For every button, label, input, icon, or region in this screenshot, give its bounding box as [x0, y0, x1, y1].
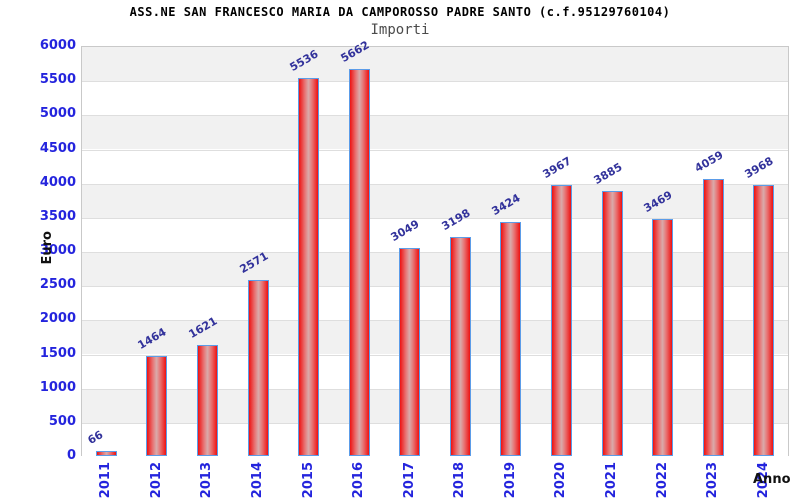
y-tick-label: 1500	[39, 345, 76, 361]
bar-2017	[399, 248, 420, 456]
gridline	[82, 354, 788, 356]
y-axis-title: Euro	[40, 231, 55, 265]
bar-2024	[753, 185, 774, 456]
bar-2016	[349, 69, 370, 456]
y-tick-label: 2000	[39, 311, 76, 327]
y-tick-label: 1000	[39, 379, 76, 395]
x-axis-title: Anno	[753, 472, 791, 487]
x-tick-label: 2022	[654, 462, 670, 499]
plot-band	[82, 115, 788, 150]
bar-2020	[551, 185, 572, 456]
x-tick-label: 2020	[553, 462, 569, 499]
x-tick-label: 2021	[604, 462, 619, 499]
bar-2018	[450, 237, 471, 456]
gridline	[82, 183, 788, 185]
x-tick-label: 2014	[250, 462, 265, 499]
bar-2021	[602, 191, 623, 456]
y-tick-label: 500	[48, 413, 76, 429]
plot-band	[82, 422, 788, 457]
bar-2023	[703, 179, 724, 456]
y-tick-label: 3000	[39, 243, 76, 258]
y-tick-label: 5500	[39, 72, 76, 88]
y-tick-label: 4500	[39, 140, 76, 156]
x-tick-label: 2018	[452, 462, 468, 499]
x-tick-label: 2019	[502, 462, 518, 499]
plot-band	[82, 252, 788, 287]
plot-band	[82, 183, 788, 218]
bar-2015	[298, 78, 319, 456]
chart-subtitle: Importi	[370, 22, 430, 38]
x-tick-label: 2013	[199, 462, 215, 499]
x-tick-label: 2017	[401, 462, 417, 499]
gridline	[82, 81, 788, 83]
y-tick-label: 5000	[39, 106, 76, 122]
plot-band	[82, 47, 788, 82]
plot-band	[82, 149, 788, 184]
bar-2012	[146, 356, 167, 456]
gridline	[82, 217, 788, 219]
plot-band	[82, 320, 788, 355]
x-tick-label: 2023	[705, 462, 721, 499]
bar-2013	[197, 345, 218, 456]
gridline	[82, 286, 788, 288]
plot-band	[82, 354, 788, 389]
x-tick-label: 2016	[351, 462, 367, 499]
gridline	[82, 388, 788, 390]
y-tick-label: 0	[66, 448, 76, 463]
chart-title: ASS.NE SAN FRANCESCO MARIA DA CAMPOROSSO…	[129, 5, 671, 19]
bar-2022	[652, 219, 673, 456]
x-tick-label: 2012	[148, 462, 164, 499]
y-tick-label: 4000	[39, 174, 76, 190]
gridline	[82, 422, 788, 424]
plot-band	[82, 286, 788, 321]
plot-band	[82, 217, 788, 252]
gridline	[82, 320, 788, 322]
y-tick-label: 3500	[39, 208, 76, 224]
bar-2011	[96, 451, 117, 456]
y-tick-label: 2500	[39, 277, 76, 293]
plot-area	[81, 46, 789, 457]
y-tick-label: 6000	[39, 38, 76, 53]
gridline	[82, 149, 788, 151]
gridline	[82, 252, 788, 253]
bar-2019	[500, 222, 521, 456]
plot-band	[82, 388, 788, 423]
x-tick-label: 2011	[98, 462, 114, 499]
x-tick-label: 2015	[300, 462, 316, 499]
gridline	[82, 115, 788, 117]
bar-2014	[248, 280, 269, 456]
plot-band	[82, 81, 788, 116]
